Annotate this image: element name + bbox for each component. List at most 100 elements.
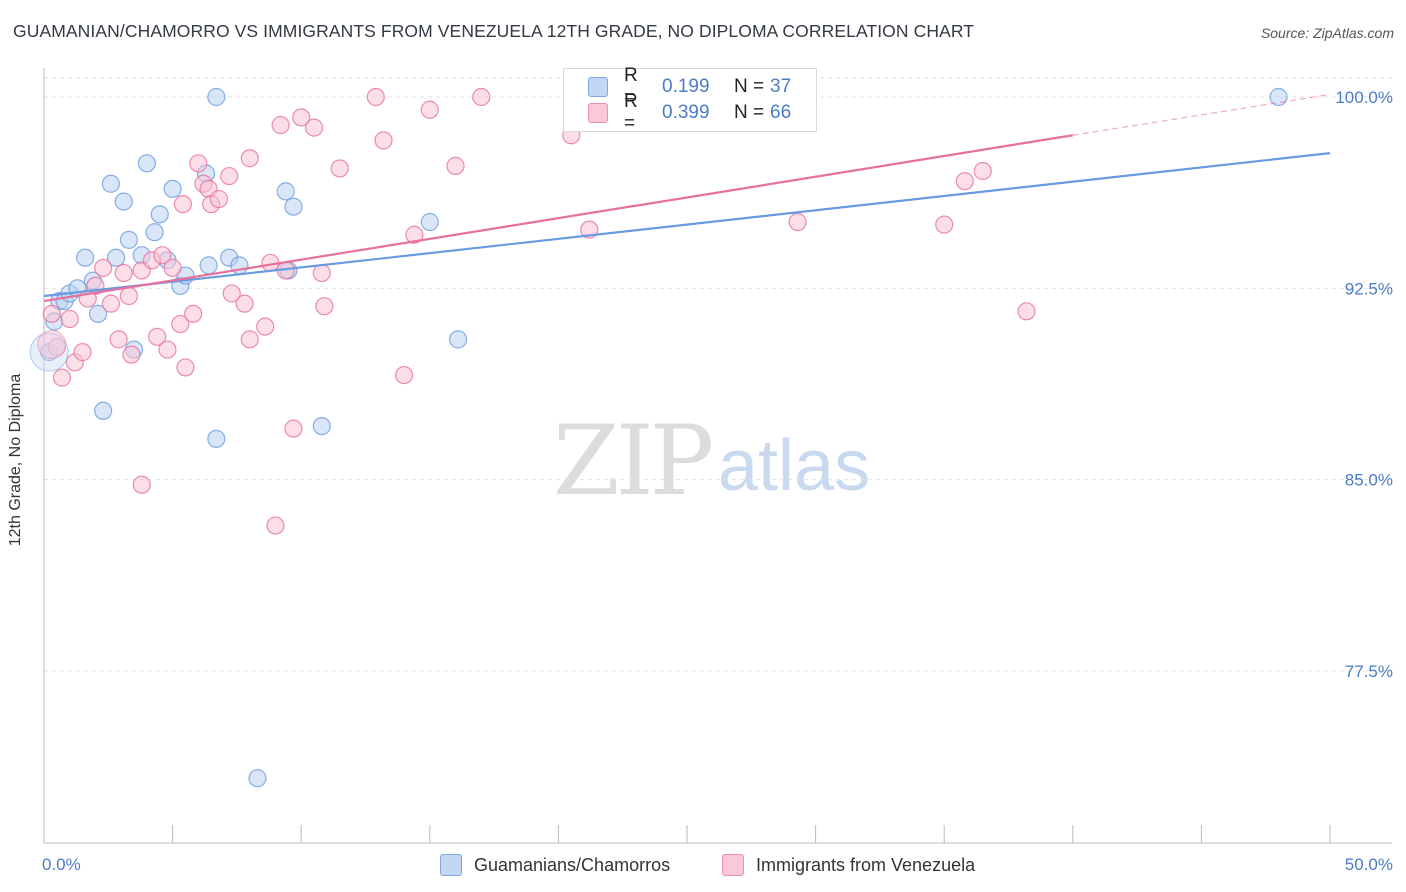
legend-row-series1: R = 0.199 N = 37 xyxy=(564,65,842,108)
venezuela-point xyxy=(60,309,79,329)
venezuela-point xyxy=(222,284,241,303)
venezuela-point xyxy=(394,365,414,385)
venezuela-point xyxy=(235,294,254,313)
guamanian-point xyxy=(276,182,295,201)
guamanian-point xyxy=(448,330,468,349)
guamanian-point xyxy=(150,205,169,224)
y-tick-label: 92.5% xyxy=(1345,279,1393,298)
legend-n-label: N = xyxy=(734,102,765,123)
guamanian-point xyxy=(312,416,331,436)
stats-legend: R = 0.199 N = 37 R = 0.399 N = 66 xyxy=(563,65,817,134)
watermark-atlas: atlas xyxy=(718,426,871,506)
venezuela-point xyxy=(153,246,172,265)
y-tick-label: 77.5% xyxy=(1345,662,1393,681)
venezuela-point xyxy=(312,263,331,283)
venezuela-point xyxy=(173,195,192,214)
legend-n-value: 66 xyxy=(770,102,792,123)
series-legend: Guamanians/Chamorros Immigrants from Ven… xyxy=(0,852,1406,878)
venezuela-point xyxy=(240,330,259,349)
guamanian-point xyxy=(420,212,439,232)
legend-r-value: 0.399 xyxy=(662,102,710,123)
venezuela-point xyxy=(148,327,167,346)
venezuela-point xyxy=(271,115,290,135)
venezuela-point xyxy=(114,263,133,283)
venezuela-point xyxy=(256,317,275,336)
venezuela-point xyxy=(184,304,203,323)
legend-r-value: 0.199 xyxy=(662,76,710,97)
y-tick-label: 100.0% xyxy=(1335,88,1393,107)
legend-row-series2: R = 0.399 N = 66 xyxy=(564,91,842,134)
series2-legend-label: Immigrants from Venezuela xyxy=(756,854,976,875)
venezuela-point xyxy=(189,154,208,173)
guamanian-point xyxy=(29,332,69,372)
y-tick-label: 85.0% xyxy=(1345,471,1393,490)
legend-item-guamanians[interactable]: Guamanians/Chamorros xyxy=(440,852,670,878)
guamanian-point xyxy=(94,401,113,420)
venezuela-point xyxy=(284,419,303,438)
venezuela-point xyxy=(163,258,182,278)
venezuela-point xyxy=(109,330,128,349)
venezuela-point xyxy=(446,156,465,175)
venezuela-point xyxy=(405,225,424,244)
guamanian-point xyxy=(1269,87,1288,107)
guamanian-point xyxy=(76,248,95,267)
venezuela-point xyxy=(240,149,259,168)
venezuela-point xyxy=(122,345,141,364)
venezuela-point xyxy=(472,87,491,107)
guamanian-point xyxy=(137,154,156,173)
venezuela-point xyxy=(73,343,92,362)
venezuela-point xyxy=(366,87,385,107)
venezuela-point xyxy=(94,258,113,278)
venezuela-point xyxy=(304,118,324,137)
guamanian-point xyxy=(248,769,267,788)
guamanian-point xyxy=(88,304,108,323)
guamanian-point xyxy=(199,256,218,275)
series1-legend-label: Guamanians/Chamorros xyxy=(474,854,671,875)
venezuela-trend-extension xyxy=(1072,93,1331,136)
venezuela-point xyxy=(420,100,439,119)
guamanian-point xyxy=(207,429,226,448)
series2-legend-swatch xyxy=(722,854,744,876)
venezuela-point xyxy=(52,368,72,387)
x-tick-label: 50.0% xyxy=(1345,855,1393,874)
x-tick-label: 0.0% xyxy=(42,855,81,874)
venezuela-point xyxy=(158,340,177,359)
source-label: Source: ZipAtlas.com xyxy=(1260,25,1394,41)
guamanian-trend-line xyxy=(43,152,1331,298)
watermark-zip: ZIP xyxy=(553,405,714,517)
venezuela-point xyxy=(292,108,311,127)
guamanian-point xyxy=(114,192,133,211)
legend-n-label: N = xyxy=(734,76,765,97)
legend-r-label: R = xyxy=(624,91,638,134)
series2-swatch xyxy=(588,103,608,123)
venezuela-point xyxy=(119,286,138,306)
guamanian-point xyxy=(119,230,138,249)
guamanian-point xyxy=(163,179,182,198)
venezuela-point xyxy=(220,166,239,186)
venezuela-point xyxy=(315,297,334,316)
venezuela-point xyxy=(955,172,974,191)
series1-swatch xyxy=(588,77,608,97)
guamanian-point xyxy=(106,248,126,267)
venezuela-point xyxy=(42,304,61,323)
guamanian-point xyxy=(145,223,164,242)
venezuela-point xyxy=(266,516,285,535)
venezuela-point xyxy=(171,314,190,334)
venezuela-point xyxy=(374,131,393,150)
venezuela-point xyxy=(1017,302,1036,321)
chart-title: GUAMANIAN/CHAMORRO VS IMMIGRANTS FROM VE… xyxy=(13,21,975,41)
guamanian-point xyxy=(207,87,226,107)
guamanian-point xyxy=(284,197,303,216)
venezuela-point xyxy=(788,212,807,232)
legend-r-label: R = xyxy=(624,65,638,108)
legend-item-venezuela[interactable]: Immigrants from Venezuela xyxy=(722,852,975,878)
venezuela-point xyxy=(209,189,228,209)
venezuela-point xyxy=(176,358,195,377)
venezuela-point xyxy=(37,329,67,359)
venezuela-point xyxy=(330,159,349,178)
venezuela-point xyxy=(101,294,120,313)
venezuela-point xyxy=(973,161,992,181)
venezuela-trend-line xyxy=(43,134,1073,303)
venezuela-point xyxy=(935,215,954,234)
